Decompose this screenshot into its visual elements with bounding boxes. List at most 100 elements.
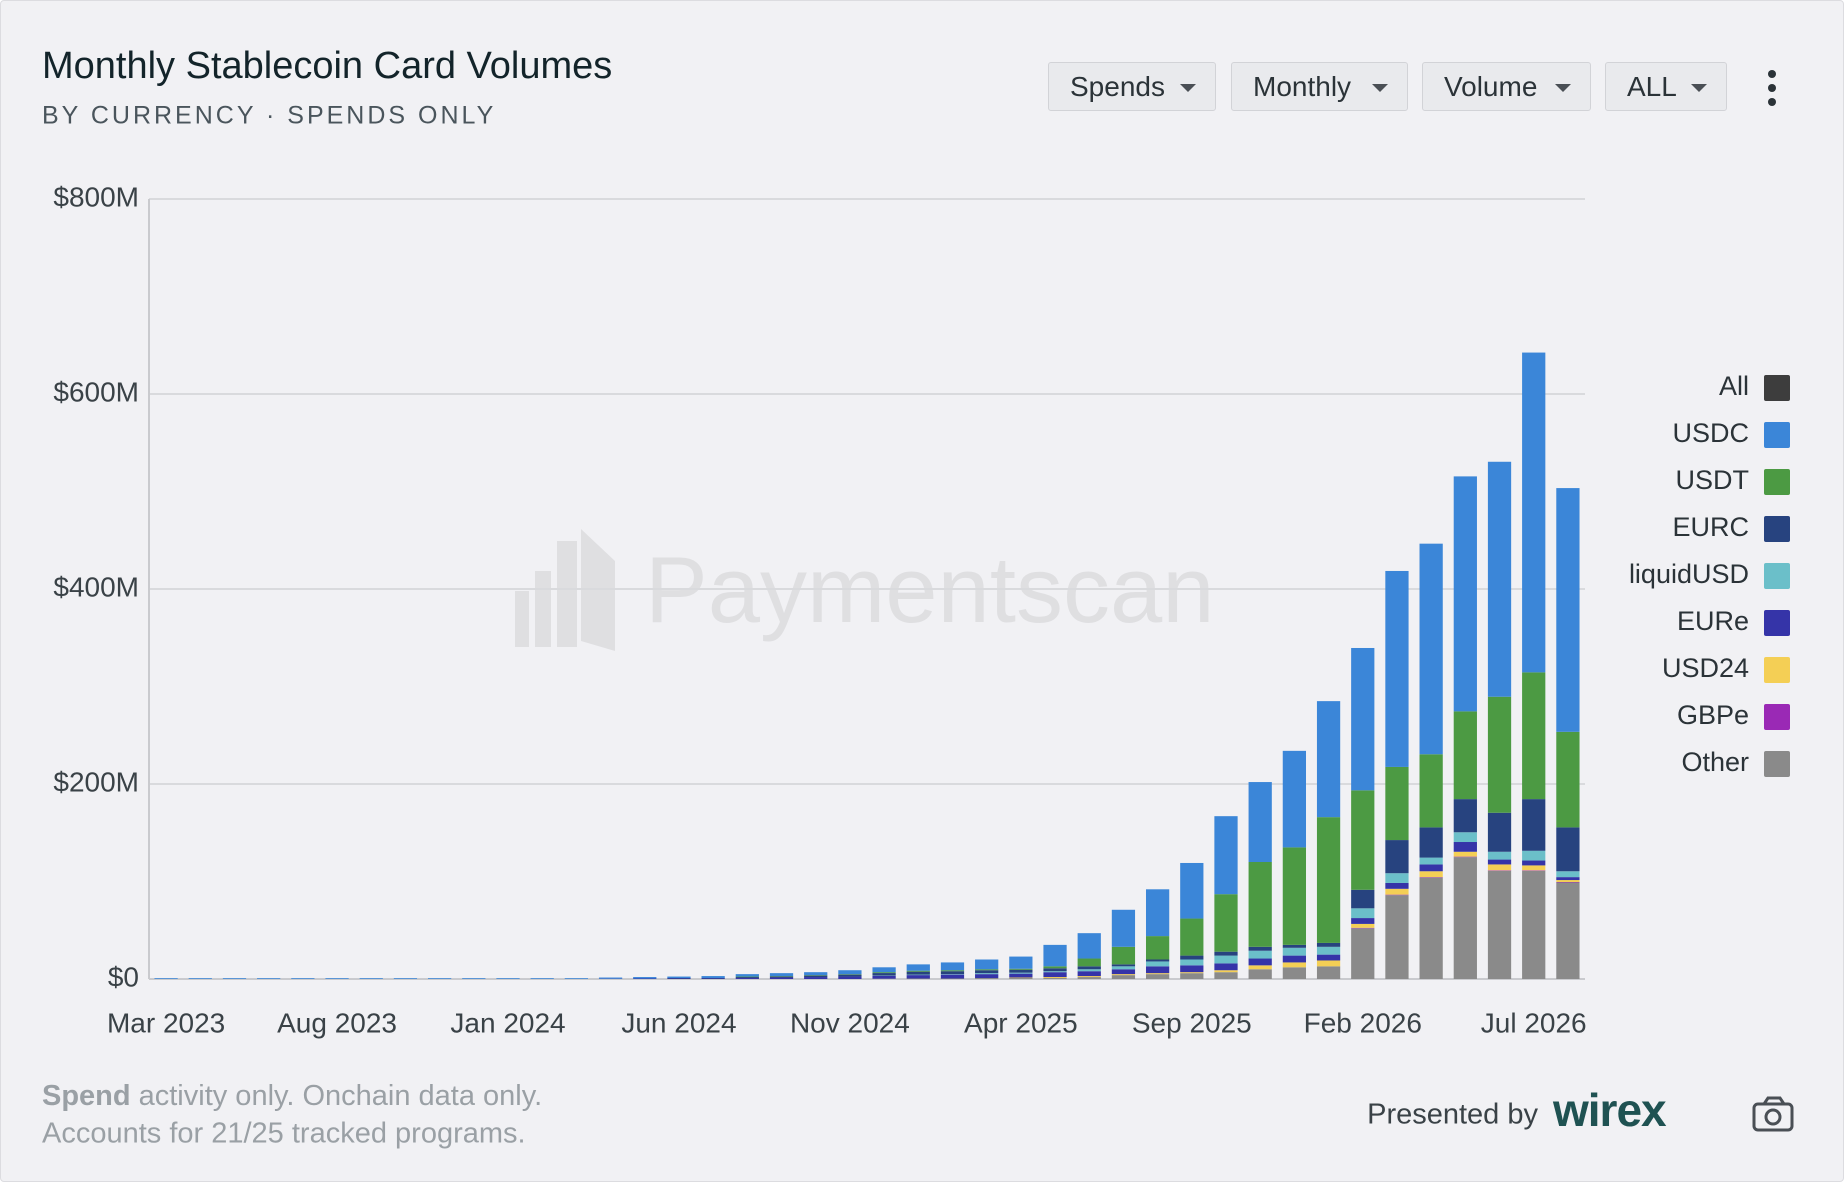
x-tick-label: Jun 2024 (621, 1007, 736, 1038)
bar-segment (1385, 873, 1409, 883)
bar-segment (872, 975, 896, 979)
bar-segment (1145, 959, 1170, 962)
bar-segment (1556, 731, 1580, 828)
bar-segment (1248, 958, 1272, 966)
y-tick-label: $600M (53, 376, 139, 407)
bar-segment (1043, 971, 1067, 973)
bar-segment (1043, 972, 1067, 978)
bar-segment (1214, 970, 1238, 973)
bar-segment (1214, 894, 1238, 952)
bar-segment (906, 971, 930, 975)
dropdown[interactable]: Spends (1048, 62, 1216, 111)
bar-segment (1180, 965, 1204, 973)
bar-segment (1214, 972, 1238, 979)
bar-segment (1556, 871, 1580, 878)
dropdown[interactable]: Volume (1422, 62, 1591, 111)
bar-segment (940, 971, 965, 975)
bar-segment (1111, 946, 1136, 965)
bar-segment (1316, 701, 1341, 818)
bar-segment (1214, 955, 1238, 964)
legend-label: GBPe (1677, 700, 1749, 730)
bar-segment (906, 964, 930, 971)
bar-segment (1214, 816, 1238, 895)
bar-segment (393, 978, 418, 979)
bar-segment (1522, 865, 1546, 871)
bar-segment (1009, 972, 1033, 974)
chart-title: Monthly Stablecoin Card Volumes (42, 45, 612, 87)
bar-segment (1351, 889, 1375, 909)
bar-segment (1556, 488, 1580, 732)
bar-segment (1522, 352, 1546, 673)
bar-segment (1351, 647, 1375, 791)
bar-segment (1043, 968, 1067, 972)
bar-segment (1487, 851, 1512, 860)
bar-segment (667, 976, 691, 979)
bar-segment (1419, 864, 1443, 872)
legend-swatch (1764, 704, 1790, 730)
legend-label: EURC (1672, 512, 1749, 542)
camera-icon[interactable] (1752, 1096, 1794, 1132)
bar-segment (872, 972, 896, 974)
bar-segment (735, 974, 759, 977)
legend-label: USDC (1672, 418, 1749, 448)
bar-segment (1385, 840, 1409, 874)
bar-segment (1556, 880, 1580, 882)
bar-segment (1351, 923, 1375, 928)
bar-segment (1487, 859, 1512, 865)
bar-segment (462, 978, 486, 979)
bar-segment (154, 978, 178, 979)
kebab-menu[interactable] (1768, 70, 1776, 106)
x-tick-label: Jul 2026 (1481, 1007, 1587, 1038)
bar-segment (1419, 754, 1443, 828)
bar-segment (701, 976, 725, 979)
bar-segment (496, 978, 520, 979)
bar-segment (1282, 962, 1307, 968)
presented-by: Presented by (1367, 1099, 1538, 1131)
bar-segment (1282, 944, 1307, 948)
legend-swatch (1764, 751, 1790, 777)
legend-label: EURe (1677, 606, 1749, 636)
dropdown[interactable]: Monthly (1231, 62, 1408, 111)
bar-segment (1351, 918, 1375, 924)
x-tick-label: Jan 2024 (450, 1007, 565, 1038)
bar-segment (1077, 966, 1101, 970)
bar-segment (838, 976, 862, 979)
legend-swatch (1764, 610, 1790, 636)
bar-segment (1487, 461, 1512, 697)
bar-segment (1111, 974, 1136, 976)
y-tick-label: $200M (53, 766, 139, 797)
bar-segment (1145, 966, 1170, 974)
bar-segment (1111, 909, 1136, 947)
bar-segment (1453, 799, 1477, 833)
y-tick-label: $800M (53, 181, 139, 212)
bar-segment (975, 970, 999, 974)
x-tick-label: Aug 2023 (277, 1007, 397, 1038)
dropdown-label: ALL (1627, 70, 1677, 102)
bar-segment (325, 978, 349, 979)
bar-segment (1522, 799, 1546, 851)
bar-segment (1043, 978, 1067, 979)
bar-segment (1453, 832, 1477, 843)
legend-label: USDT (1676, 465, 1750, 495)
bar-segment (1111, 975, 1136, 979)
bar-segment (1282, 947, 1307, 956)
chart-subtitle: BY CURRENCY · SPENDS ONLY (42, 102, 496, 130)
bar-segment (1522, 850, 1546, 861)
bar-segment (1282, 750, 1307, 848)
bar-segment (1214, 963, 1238, 971)
x-tick-label: Apr 2025 (964, 1007, 1078, 1038)
bar-segment (1419, 877, 1443, 979)
footer-note2: Accounts for 21/25 tracked programs. (42, 1118, 526, 1150)
bar-segment (1009, 978, 1033, 979)
bar-segment (838, 970, 862, 975)
bar-segment (1316, 946, 1341, 955)
dropdown-label: Volume (1444, 70, 1538, 102)
bar-segment (1111, 966, 1136, 970)
bar-segment (564, 978, 589, 979)
dropdown[interactable]: ALL (1605, 62, 1727, 111)
bar-segment (1214, 951, 1238, 956)
bar-segment (1077, 977, 1101, 979)
bar-segment (1556, 827, 1580, 872)
bar-segment (1419, 543, 1443, 755)
y-tick-label: $400M (53, 571, 139, 602)
